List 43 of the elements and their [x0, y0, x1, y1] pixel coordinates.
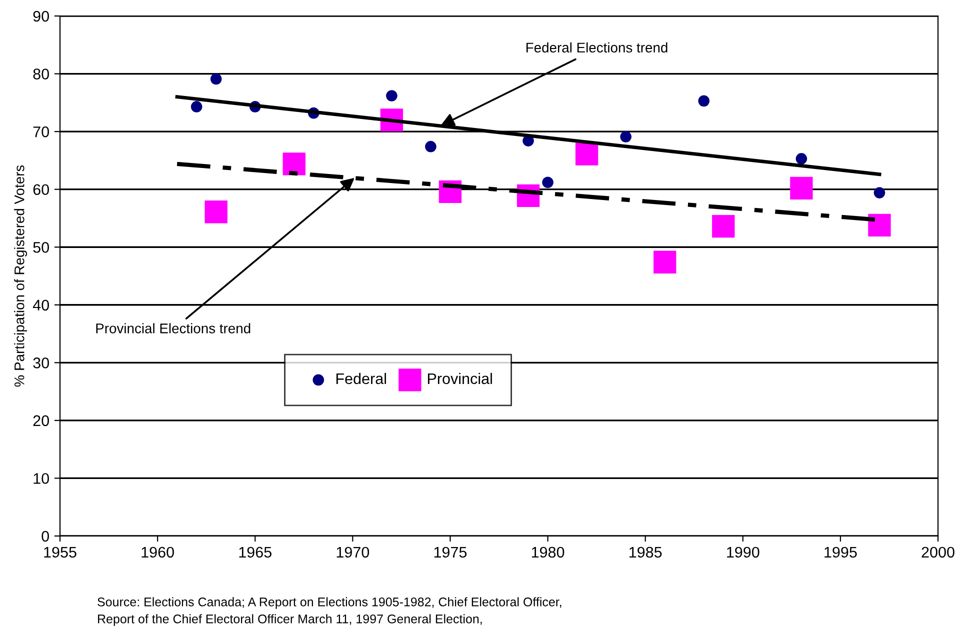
- point: [204, 200, 228, 224]
- y-tick-label: 80: [33, 68, 49, 80]
- point: [386, 90, 398, 102]
- y-tick-label: 10: [34, 473, 49, 484]
- y-tick-label: 0: [42, 530, 49, 542]
- point: [790, 176, 813, 200]
- y-tick-label: 70: [33, 126, 49, 138]
- y-tick-label: 40: [32, 300, 49, 311]
- point: [712, 214, 735, 238]
- point: [868, 214, 891, 236]
- point: [282, 152, 306, 176]
- y-tick-label: 50: [33, 242, 49, 253]
- annotation: Federal Elections trend: [526, 42, 668, 53]
- point: [796, 153, 808, 164]
- legend-label: Provincial: [428, 372, 492, 384]
- legend-label: Federal: [336, 372, 386, 384]
- point: [874, 187, 886, 198]
- source-note: Source: Elections Canada; A Report on Elections 1905-1982, Chief Electoral Officer,: [98, 597, 562, 609]
- text: Report of the Chief Electoral Officer March 11, 1997 General Election,: [98, 614, 482, 626]
- y-axis-title: % Participation of Registered Voters: [14, 165, 28, 387]
- x-tick-label: 2000: [922, 546, 954, 558]
- x-tick-label: 1985: [630, 546, 662, 558]
- point: [425, 140, 436, 152]
- point: [654, 250, 676, 274]
- point: [698, 95, 710, 107]
- x-tick-label: 1970: [336, 546, 370, 558]
- point: [542, 176, 554, 188]
- y-tick-label: 90: [33, 10, 49, 22]
- y-tick-label: 60: [33, 184, 49, 196]
- x-tick-label: 1990: [727, 546, 760, 558]
- y-tick-label: 20: [33, 415, 49, 426]
- point: [190, 101, 202, 112]
- x-tick-label: 1995: [824, 546, 857, 558]
- y-tick-label: 30: [33, 358, 49, 368]
- point: [575, 142, 598, 166]
- x-tick-label: 1975: [434, 546, 467, 558]
- point: [210, 73, 222, 85]
- x-tick-label: 1965: [239, 546, 272, 558]
- x-tick-label: 1955: [44, 546, 76, 558]
- x-tick-label: 1980: [532, 546, 564, 558]
- annotation: Provincial Elections trend: [96, 323, 250, 334]
- x-tick-label: 1960: [142, 546, 174, 558]
- point: [620, 131, 632, 142]
